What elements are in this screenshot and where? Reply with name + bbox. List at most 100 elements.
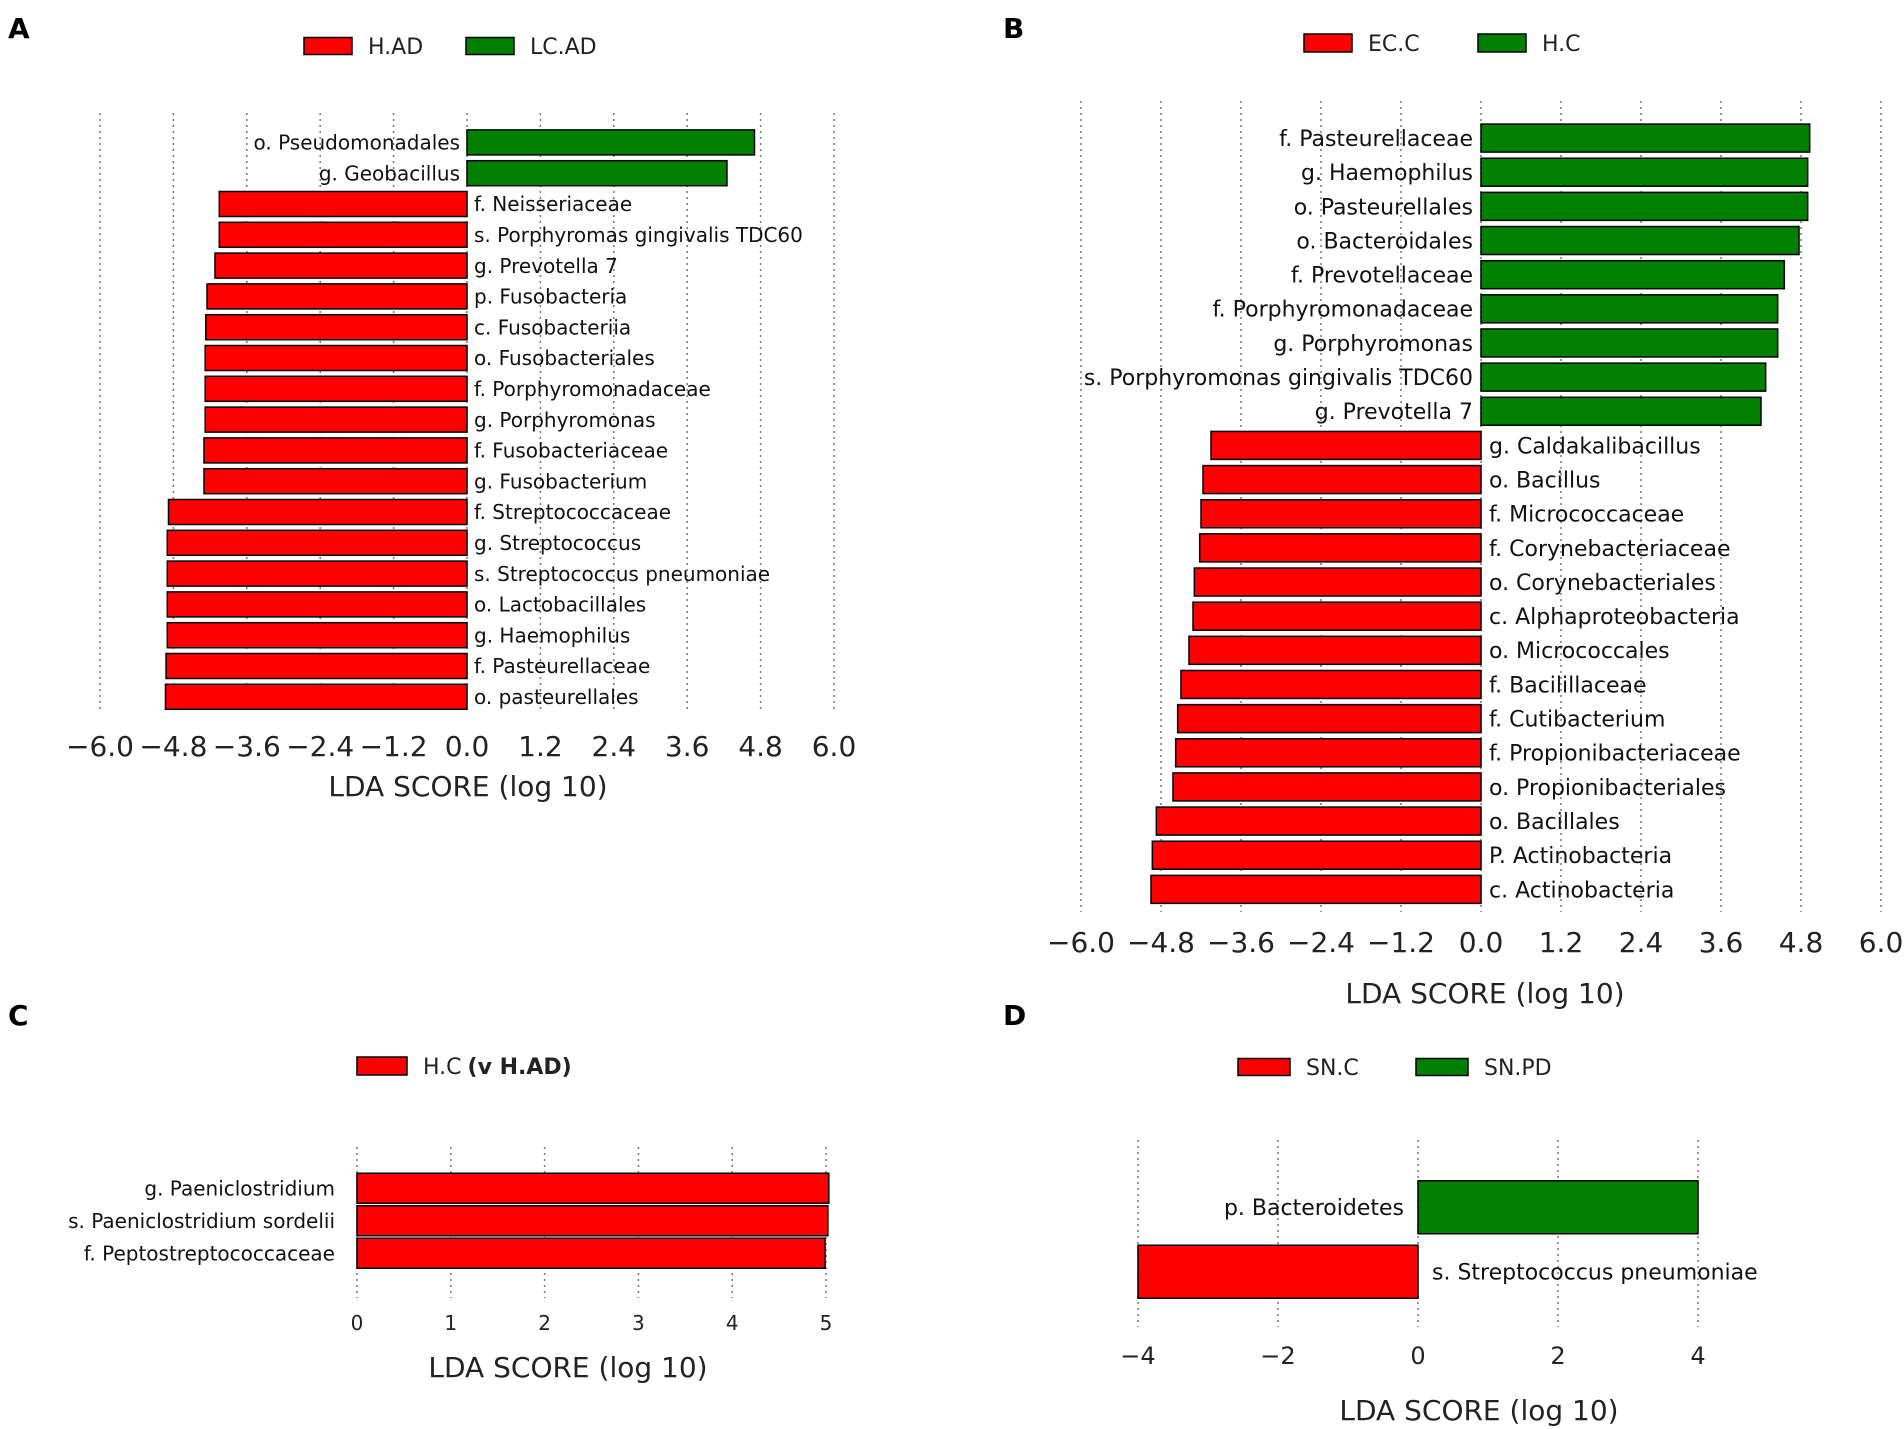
bar [1174, 738, 1482, 768]
bar [1192, 601, 1482, 631]
legend-suffix: (v H.AD) [468, 1055, 572, 1080]
x-tick-label: −4.8 [139, 730, 207, 763]
bar-label: f. Streptococcaceae [474, 500, 671, 524]
x-tick-label: 5 [820, 1311, 833, 1335]
x-tick-label: 0 [1410, 1342, 1425, 1370]
bar [1150, 874, 1482, 905]
bar [356, 1172, 830, 1204]
bar-label: f. Bacilillaceae [1489, 673, 1647, 698]
bar-label: p. Fusobacteria [474, 285, 627, 309]
bar-label: c. Actinobacteria [1489, 878, 1674, 903]
legend-label: H.C [423, 1055, 462, 1080]
bar-label: f. Peptostreptococcaceae [84, 1241, 335, 1265]
bar [204, 375, 468, 403]
bar [1480, 328, 1779, 358]
x-tick-label: 6.0 [812, 730, 857, 763]
x-tick-label: 0 [351, 1311, 364, 1335]
panel-letter-c: C [8, 999, 29, 1032]
x-tick-label: 6.0 [1859, 926, 1904, 959]
x-tick-label: 4.8 [738, 730, 783, 763]
x-tick-label: −1.2 [360, 730, 428, 763]
x-tick-label: 2.4 [592, 730, 637, 763]
bar [203, 437, 468, 464]
bar [203, 467, 468, 495]
legend-swatch [303, 36, 353, 56]
x-tick-label: 3.6 [1699, 926, 1744, 959]
bar [1172, 772, 1482, 802]
legend-label: H.C [1542, 32, 1581, 57]
bar-label: f. Propionibacteriaceae [1489, 742, 1741, 767]
x-tick-label: −4.8 [1127, 926, 1195, 959]
x-tick-label: −2.4 [1287, 926, 1355, 959]
legend-swatch [1303, 33, 1353, 53]
bar-label: f. Prevotellaceae [1291, 264, 1473, 289]
bar-label: f. Pasteurellaceae [474, 654, 650, 678]
bar [1480, 191, 1809, 222]
x-tick-label: 4 [1690, 1342, 1705, 1370]
bar-label: g. Prevotella 7 [1315, 400, 1473, 425]
x-tick-label: 0.0 [1459, 926, 1504, 959]
bar [167, 498, 468, 526]
bar [206, 283, 468, 310]
bar-label: f. Fusobacteriaceae [474, 439, 668, 463]
bar-label: o. Pasteurellales [1294, 195, 1473, 220]
x-tick-label: −2.4 [286, 730, 354, 763]
bar-label: g. Haemophilus [474, 623, 630, 647]
bar [356, 1205, 829, 1237]
x-tick-label: −3.6 [1207, 926, 1275, 959]
bar-label: g. Streptococcus [474, 531, 641, 555]
x-tick-label: −4 [1120, 1342, 1155, 1370]
bar-label: f. Pasteurellaceae [1279, 127, 1473, 152]
bar-label: o. Lactobacillales [474, 593, 646, 617]
x-axis-label: LDA SCORE (log 10) [428, 1351, 707, 1384]
panel-d-chart: SN.C SN.PD −4 −2 0 2 4 p. Bacteroidetes s. Strep… [1120, 1056, 1757, 1427]
bar [1202, 464, 1482, 495]
x-tick-label: −1.2 [1367, 926, 1435, 959]
bar-label: P. Actinobacteria [1489, 844, 1672, 869]
bar [1193, 567, 1482, 597]
bar [356, 1237, 826, 1269]
bar-label: o. Propionibacteriales [1489, 776, 1726, 801]
legend-label: EC.C [1368, 32, 1420, 57]
legend-swatch [1415, 1057, 1469, 1077]
bar [1480, 294, 1779, 324]
bar [1480, 362, 1767, 392]
panel-letter-b: B [1003, 12, 1024, 45]
panel-letter-a: A [8, 12, 30, 45]
bar [466, 129, 756, 156]
legend-label: SN.PD [1484, 1056, 1552, 1081]
panel-letter-d: D [1003, 999, 1026, 1032]
x-tick-label: 4.8 [1779, 926, 1824, 959]
legend-label: LC.AD [530, 35, 597, 60]
bar [165, 652, 468, 680]
bar-label: o. Bacillales [1489, 810, 1620, 835]
panel-b-chart: EC.C H.C −6.0 −4.8 −3.6 −2.4 −1.2 0.0 1.2 2.4 3.6 4… [1047, 32, 1903, 1010]
bar [1210, 430, 1482, 461]
bar-label: c. Fusobacteriia [474, 315, 631, 339]
x-tick-label: 2 [538, 1311, 551, 1335]
bar [1480, 225, 1800, 256]
bar [166, 621, 468, 649]
x-axis-label: LDA SCORE (log 10) [1345, 977, 1624, 1010]
bar-label: g. Fusobacterium [474, 469, 647, 493]
x-tick-label: 1.2 [1539, 926, 1584, 959]
bar [1198, 533, 1482, 563]
bar-label: g. Geobacillus [319, 161, 460, 185]
x-tick-label: −6.0 [1047, 926, 1115, 959]
bar [205, 313, 468, 341]
bar-label: o. Bacillus [1489, 468, 1600, 493]
bar-label: g. Haemophilus [1301, 161, 1473, 186]
bar [1188, 635, 1482, 666]
bar-label: f. Corynebacteriaceae [1489, 537, 1730, 562]
bar-label: g. Prevotella 7 [474, 254, 618, 278]
x-tick-label: 3.6 [665, 730, 710, 763]
bar-label: f. Cutibacterium [1489, 708, 1665, 733]
bar-label: f. Porphyromonadaceae [1213, 298, 1473, 323]
bar-label: s. Porphyromonas gingivalis TDC60 [1084, 366, 1473, 391]
bar-label: f. Neisseriaceae [474, 192, 632, 216]
bar-label: c. Alphaproteobacteria [1489, 605, 1740, 630]
panel-a-chart: H.AD LC.AD −6.0 −4.8 −3.6 −2.4 −1.2 0.0 1.2 2.4 3.… [66, 35, 856, 803]
bar [204, 344, 468, 372]
x-tick-label: −3.6 [213, 730, 281, 763]
